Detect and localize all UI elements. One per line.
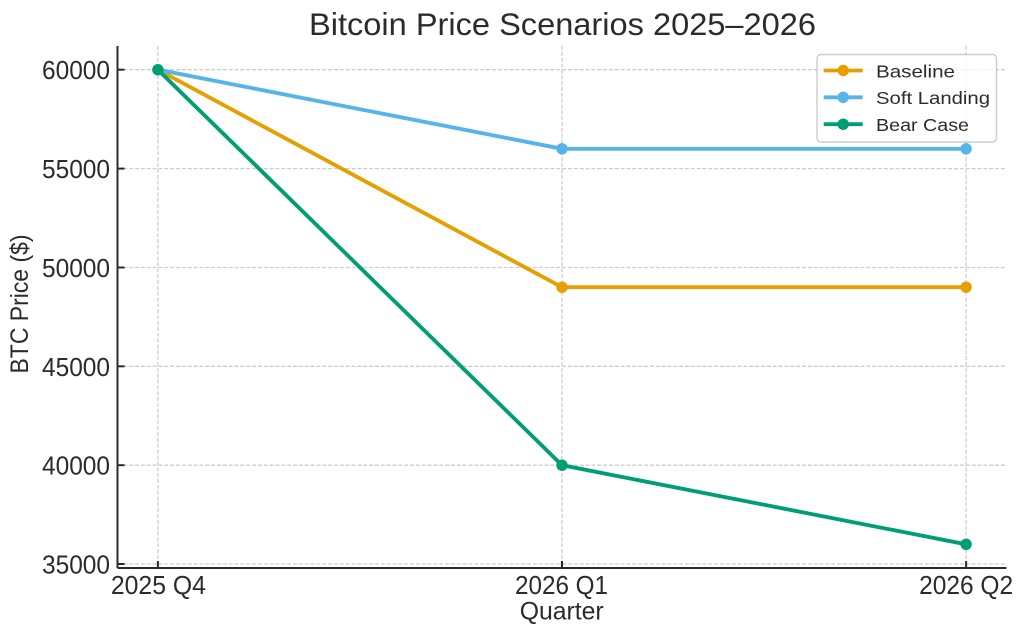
svg-text:Soft Landing: Soft Landing <box>876 88 990 108</box>
svg-text:2026 Q1: 2026 Q1 <box>515 572 608 600</box>
svg-text:Baseline: Baseline <box>876 61 955 81</box>
svg-text:BTC Price ($): BTC Price ($) <box>6 235 34 374</box>
svg-text:Quarter: Quarter <box>520 598 604 626</box>
svg-text:35000: 35000 <box>42 552 110 580</box>
svg-text:50000: 50000 <box>42 255 110 283</box>
svg-text:60000: 60000 <box>42 57 110 85</box>
svg-text:45000: 45000 <box>42 354 110 382</box>
svg-text:2026 Q2: 2026 Q2 <box>919 572 1013 600</box>
svg-text:Bear Case: Bear Case <box>876 115 969 135</box>
svg-text:2025 Q4: 2025 Q4 <box>111 572 206 600</box>
svg-text:40000: 40000 <box>42 453 110 481</box>
svg-text:Bitcoin Price Scenarios 2025–2: Bitcoin Price Scenarios 2025–2026 <box>309 6 816 42</box>
svg-text:55000: 55000 <box>42 156 110 184</box>
